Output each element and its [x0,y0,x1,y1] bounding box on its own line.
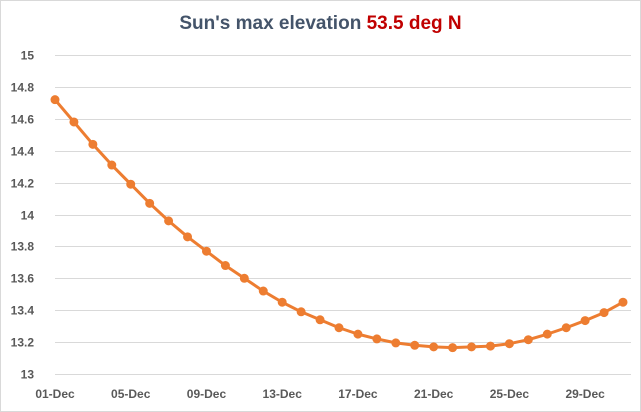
x-axis-tick-labels: 01-Dec 05-Dec 09-Dec 13-Dec 17-Dec 21-Dec 25-D… [35,387,605,401]
x-tick-label-6: 25-Dec [490,387,530,401]
y-tick-label-6: 14.2 [11,177,35,191]
data-point-01-Dec [50,95,60,105]
data-point-27-Dec [542,329,552,339]
y-tick-label-4: 13.8 [11,240,35,254]
data-point-21-Dec [429,342,439,352]
y-tick-label-9: 14.8 [11,81,35,95]
data-point-26-Dec [523,335,533,345]
chart-title: Sun's max elevation 53.5 deg N [0,13,641,35]
data-point-29-Dec [580,316,590,326]
x-tick-label-5: 21-Dec [414,387,454,401]
data-point-07-Dec [164,216,174,226]
chart-title-prefix: Sun's max elevation [179,13,362,34]
data-point-22-Dec [448,343,458,353]
data-point-19-Dec [391,338,401,348]
data-point-24-Dec [485,341,495,351]
series-markers [50,95,628,353]
data-point-02-Dec [69,117,79,127]
y-axis-tick-labels: 13 13.2 13.4 13.6 13.8 14 14.2 14.4 14.6 14.8 15 [11,49,35,382]
y-tick-label-7: 14.4 [11,145,35,159]
data-point-13-Dec [277,297,287,307]
y-tick-label-8: 14.6 [11,113,35,127]
data-point-31-Dec [618,297,628,307]
data-point-30-Dec [599,308,609,318]
data-point-25-Dec [504,339,514,349]
data-point-03-Dec [88,139,98,149]
y-tick-label-2: 13.4 [11,304,35,318]
data-point-14-Dec [296,307,306,317]
data-point-11-Dec [239,273,249,283]
data-point-10-Dec [220,261,230,271]
x-tick-label-7: 29-Dec [565,387,605,401]
x-tick-label-2: 09-Dec [187,387,227,401]
x-tick-label-4: 17-Dec [338,387,378,401]
gridlines [55,55,631,375]
data-point-28-Dec [561,323,571,333]
data-point-23-Dec [467,342,477,352]
data-point-09-Dec [201,246,211,256]
data-point-12-Dec [258,286,268,296]
y-tick-label-3: 13.6 [11,272,35,286]
y-tick-label-1: 13.2 [11,336,35,350]
x-tick-label-1: 05-Dec [111,387,151,401]
data-point-05-Dec [126,179,136,189]
data-point-18-Dec [372,334,382,344]
x-tick-label-3: 13-Dec [263,387,303,401]
data-point-06-Dec [145,198,155,208]
chart-title-highlight: 53.5 deg N [366,13,462,34]
data-point-20-Dec [410,340,420,350]
data-point-16-Dec [334,323,344,333]
y-tick-label-0: 13 [21,368,35,382]
y-tick-label-5: 14 [21,209,35,223]
y-tick-label-10: 15 [21,49,35,63]
data-point-15-Dec [315,315,325,325]
data-point-04-Dec [107,160,117,170]
data-point-08-Dec [183,232,193,242]
data-point-17-Dec [353,329,363,339]
x-tick-label-0: 01-Dec [35,387,75,401]
